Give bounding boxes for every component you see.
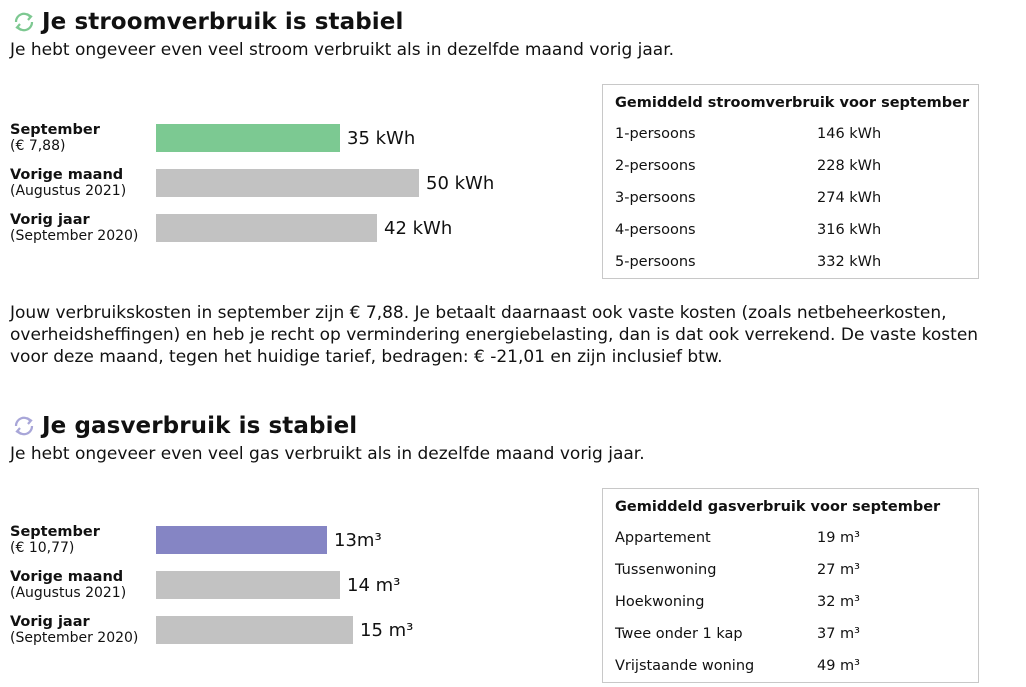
period-detail: (€ 10,77): [10, 540, 75, 556]
average-usage: 32 m³: [817, 594, 860, 610]
gas-title: Je gasverbruik is stabiel: [42, 413, 358, 439]
household-type: Vrijstaande woning: [615, 658, 755, 674]
average-usage: 228 kWh: [817, 158, 882, 174]
gas-heading: Je gasverbruik is stabiel: [10, 412, 357, 440]
gas-average-table: Gemiddeld gasverbruik voor september App…: [602, 488, 979, 683]
period-detail: (September 2020): [10, 630, 139, 646]
average-usage: 19 m³: [817, 530, 860, 546]
household-type: Hoekwoning: [615, 594, 705, 610]
usage-bar: [156, 214, 377, 242]
average-usage: 27 m³: [817, 562, 860, 578]
household-type: 4-persoons: [615, 222, 696, 238]
period-name: September: [10, 524, 100, 540]
period-name: Vorige maand: [10, 569, 124, 585]
average-usage: 37 m³: [817, 626, 860, 642]
gas-subtitle: Je hebt ongeveer even veel gas verbruikt…: [10, 444, 645, 464]
usage-bar: [156, 124, 340, 152]
period-name: Vorig jaar: [10, 614, 90, 630]
period-detail: (Augustus 2021): [10, 183, 127, 199]
average-usage: 274 kWh: [817, 190, 882, 206]
period-detail: (September 2020): [10, 228, 139, 244]
table-header: Gemiddeld stroomverbruik voor september: [615, 95, 970, 111]
usage-row-label: September (€ 7,88): [10, 122, 155, 155]
household-type: Appartement: [615, 530, 711, 546]
electricity-subtitle: Je hebt ongeveer even veel stroom verbru…: [10, 40, 675, 60]
period-name: September: [10, 122, 100, 138]
period-detail: (Augustus 2021): [10, 585, 127, 601]
refresh-icon: [10, 412, 38, 440]
usage-row-label: Vorige maand (Augustus 2021): [10, 167, 155, 200]
household-type: Twee onder 1 kap: [615, 626, 743, 642]
usage-bar: [156, 526, 327, 554]
electricity-title: Je stroomverbruik is stabiel: [42, 9, 404, 35]
household-type: Tussenwoning: [615, 562, 717, 578]
period-detail: (€ 7,88): [10, 138, 66, 154]
usage-row-label: September (€ 10,77): [10, 524, 155, 557]
average-usage: 49 m³: [817, 658, 860, 674]
usage-bar: [156, 571, 340, 599]
electricity-heading: Je stroomverbruik is stabiel: [10, 8, 403, 36]
electricity-average-table: Gemiddeld stroomverbruik voor september …: [602, 84, 979, 279]
usage-row-label: Vorig jaar (September 2020): [10, 212, 155, 245]
household-type: 3-persoons: [615, 190, 696, 206]
usage-value: 15 m³: [360, 620, 414, 641]
usage-bar: [156, 616, 353, 644]
table-header: Gemiddeld gasverbruik voor september: [615, 499, 941, 515]
average-usage: 316 kWh: [817, 222, 882, 238]
refresh-icon: [10, 8, 38, 36]
usage-value: 42 kWh: [384, 218, 453, 239]
usage-value: 14 m³: [347, 575, 401, 596]
household-type: 5-persoons: [615, 254, 696, 270]
household-type: 1-persoons: [615, 126, 696, 142]
period-name: Vorige maand: [10, 167, 124, 183]
household-type: 2-persoons: [615, 158, 696, 174]
usage-value: 35 kWh: [347, 128, 416, 149]
usage-bar: [156, 169, 419, 197]
average-usage: 332 kWh: [817, 254, 882, 270]
period-name: Vorig jaar: [10, 212, 90, 228]
average-usage: 146 kWh: [817, 126, 882, 142]
usage-value: 50 kWh: [426, 173, 495, 194]
usage-row-label: Vorige maand (Augustus 2021): [10, 569, 155, 602]
usage-row-label: Vorig jaar (September 2020): [10, 614, 155, 647]
cost-paragraph: Jouw verbruikskosten in september zijn €…: [10, 303, 979, 367]
usage-value: 13m³: [334, 530, 382, 551]
